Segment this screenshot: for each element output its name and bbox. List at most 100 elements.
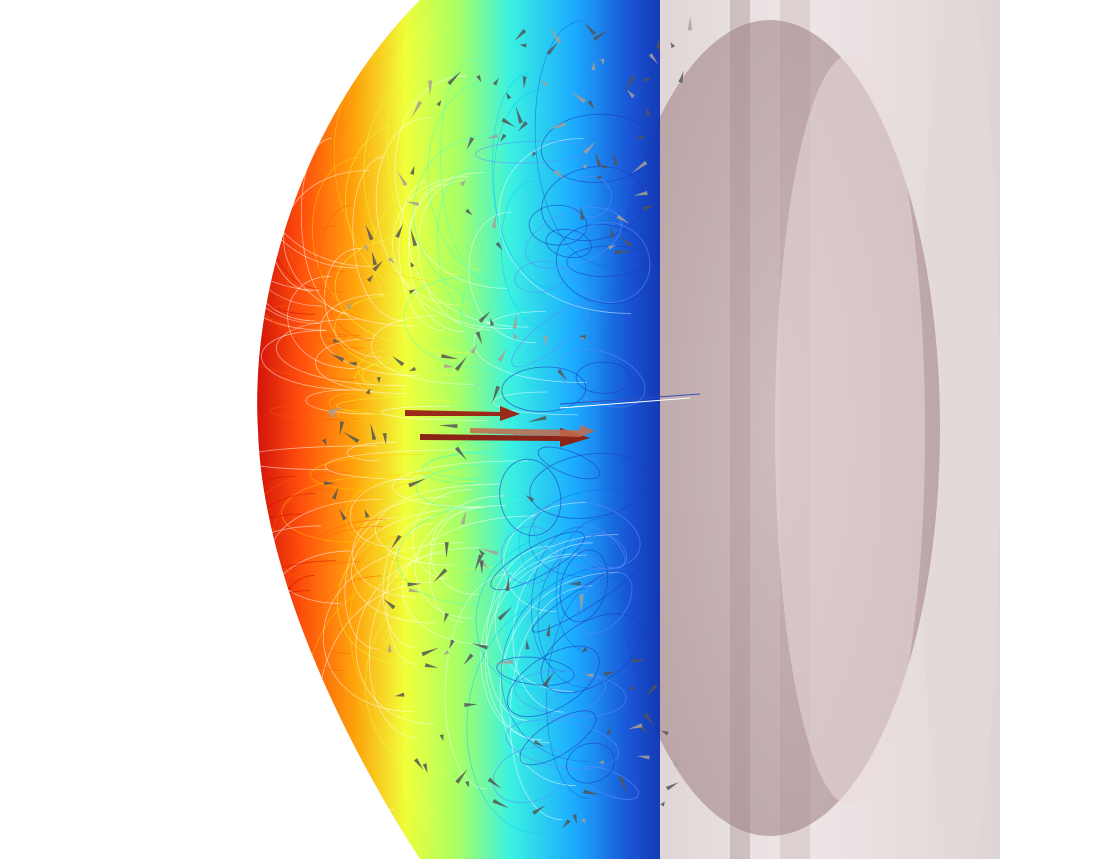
streamline [333,54,431,281]
vector-glyph [495,659,514,664]
vector-glyph [595,174,602,179]
vector-glyph [602,164,609,169]
vector-glyph [562,819,571,829]
vector-glyph [582,163,587,169]
vector-glyph [608,244,616,250]
vector-glyph [501,117,516,128]
vector-glyph [443,612,449,623]
streamline [468,211,536,344]
vector-glyph [387,642,392,653]
vector-glyph [455,769,468,784]
loop-streamline [540,613,642,694]
vector-glyph [390,534,402,550]
streamline [412,489,473,580]
vector-glyph [433,568,448,583]
vector-glyph [515,106,523,124]
loop-streamline [496,656,575,686]
vector-glyphs [322,16,692,829]
streamline [344,517,398,650]
vector-glyph [495,241,503,251]
vector-glyph [519,43,527,48]
loop-streamline [505,719,620,770]
streamline [375,483,501,566]
streamline [392,176,513,330]
streamline [534,20,611,267]
vector-glyph [476,74,482,83]
vector-glyph [475,331,483,345]
vector-glyph [687,16,692,31]
streamline [344,476,414,549]
loop-streamline [500,525,560,585]
loop-streamline [519,710,597,766]
vector-glyph [636,755,650,760]
streamline [334,235,469,353]
vector-glyph [410,261,415,268]
vector-glyph [553,169,566,180]
vector-glyph [571,91,586,104]
loop-streamline [511,303,590,368]
streamline [494,534,619,692]
vector-glyph [471,643,488,650]
vector-glyph [533,739,544,747]
streamline [380,405,489,421]
streamline [305,389,375,415]
vector-glyph [480,548,499,556]
streamline [372,481,418,562]
streamline [555,517,604,652]
vector-glyph [339,508,347,521]
vector-glyph [655,39,660,49]
vector-glyph [382,432,387,445]
vector-glyph [342,431,360,444]
vector-glyph [674,759,679,766]
vector-glyph [592,30,608,41]
vector-glyph [670,42,676,49]
streamline [351,506,484,624]
loop-streamline [575,361,632,394]
vector-glyph [527,415,547,423]
vector-glyph [459,179,467,187]
vector-glyph [441,353,459,360]
streamline [403,28,481,271]
streamline [257,180,327,331]
vector-glyph [642,77,652,83]
vector-glyph [645,684,658,698]
vector-glyph [522,76,527,89]
vector-glyph [345,301,354,310]
streamline [465,439,524,457]
vector-glyph [631,160,648,174]
vector-glyph [579,594,584,613]
vector-glyph [624,75,636,93]
vector-glyph [660,801,665,807]
vector-glyph [443,650,450,656]
vector-glyph [506,92,512,100]
streamline [361,356,451,402]
streamline [276,318,407,386]
streamline [337,409,384,423]
vector-glyph [642,205,655,211]
inner-ellipsoid [600,20,940,836]
vector-glyph [363,244,369,252]
vector-glyph [532,151,537,157]
vector-glyph [547,122,566,130]
vector-glyph [487,777,502,789]
streamline [493,391,578,416]
vector-glyph [444,363,455,368]
vector-glyph [339,421,344,436]
vector-glyph [626,89,635,99]
streamline [309,453,423,492]
vector-glyph [492,385,501,404]
vector-glyph [512,332,519,340]
vector-glyph [572,813,577,825]
vector-glyph [678,71,684,83]
vector-glyph [627,685,635,690]
vector-glyph [331,487,339,500]
vector-glyph [365,388,371,395]
vector-glyph [492,798,510,809]
vector-glyph [405,201,420,207]
vector-glyph [490,318,495,326]
vector-glyph [491,214,497,229]
vector-glyph [332,338,341,343]
vector-glyph [464,702,478,707]
vector-glyph [614,250,634,255]
vector-glyph [600,58,605,66]
